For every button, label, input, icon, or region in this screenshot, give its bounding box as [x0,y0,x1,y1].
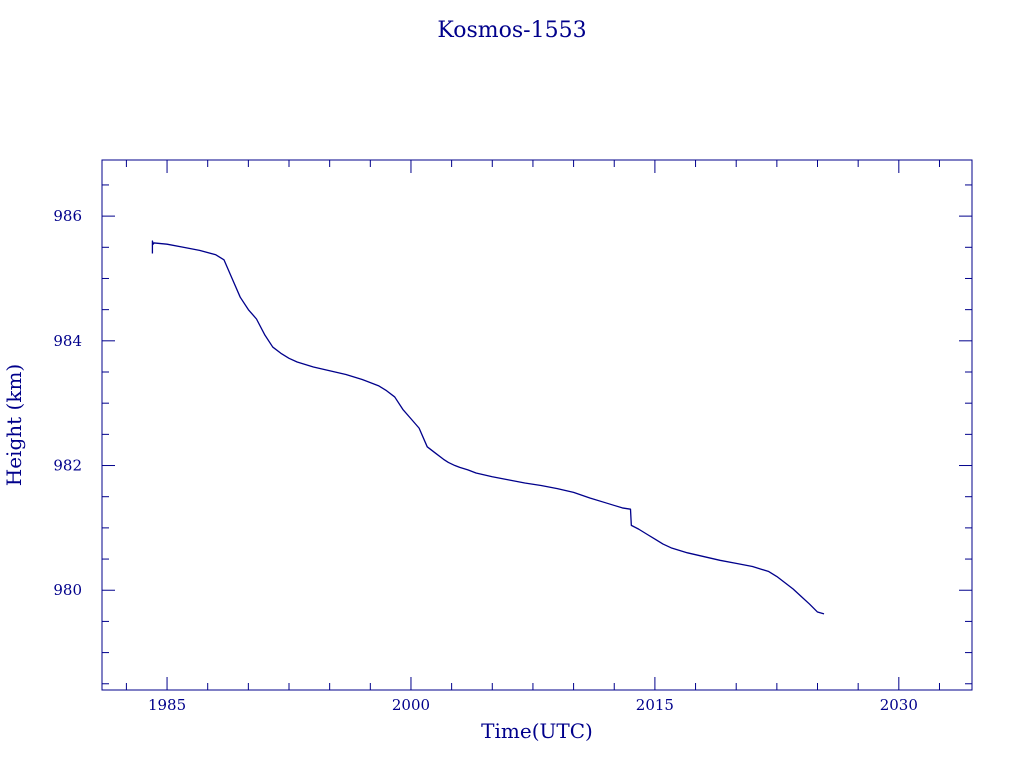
x-tick-label: 2030 [880,696,918,714]
y-tick-label: 984 [53,332,82,350]
y-axis-title: Height (km) [2,364,26,486]
axis-ticks [102,160,972,690]
x-axis-title: Time(UTC) [481,719,593,743]
chart-title: Kosmos-1553 [437,18,586,43]
x-tick-label: 1985 [148,696,186,714]
y-tick-label: 982 [53,457,82,475]
x-tick-label: 2000 [392,696,430,714]
y-tick-label: 980 [53,581,82,599]
y-tick-labels: 980 982 984 986 [53,207,82,599]
y-tick-label: 986 [53,207,82,225]
height-series-line [151,240,825,615]
plot-frame [101,159,973,691]
x-tick-label: 2015 [636,696,674,714]
x-tick-labels: 1985 2000 2015 2030 [148,696,918,714]
